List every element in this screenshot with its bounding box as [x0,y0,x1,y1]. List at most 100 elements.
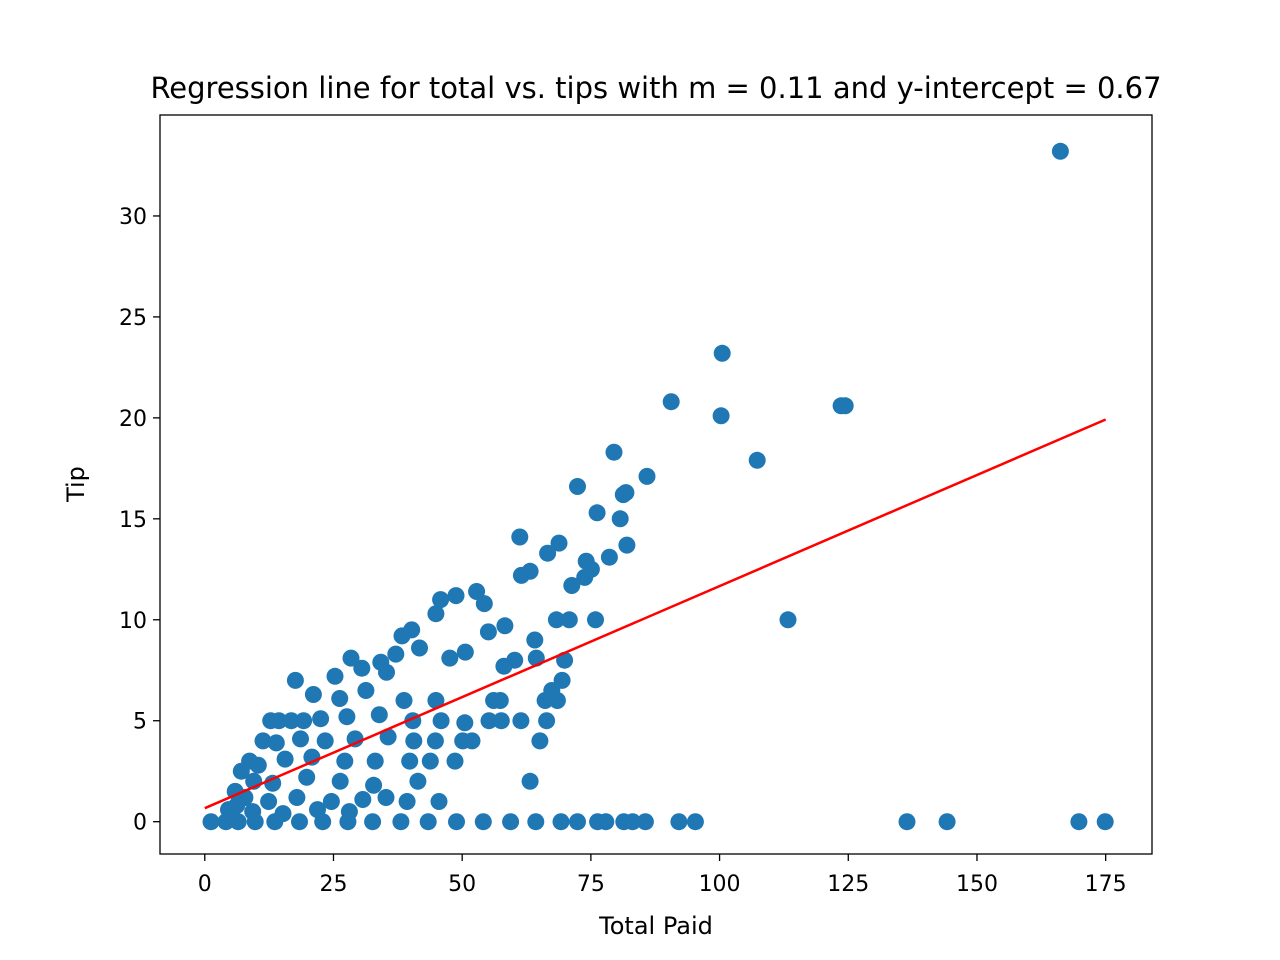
data-point [713,344,731,362]
data-point [638,467,656,485]
data-point [366,752,384,770]
data-point [548,692,566,709]
x-axis-label: Total Paid [598,912,713,940]
data-point [232,762,250,780]
data-point [526,631,544,649]
data-point [304,686,322,703]
data-point [276,750,294,768]
data-point [468,583,486,600]
data-point [228,797,246,814]
data-point [353,659,371,677]
data-point [292,730,309,748]
x-tick-label: 25 [319,872,347,897]
data-point [605,443,623,461]
data-point [286,671,304,689]
data-point [229,813,247,831]
data-point [748,451,766,469]
y-tick-label: 0 [133,811,147,836]
data-point [370,706,388,724]
data-point [480,712,498,730]
data-point [295,712,313,730]
data-point [456,714,474,732]
data-point [550,534,568,552]
data-point [474,813,492,831]
x-tick-label: 75 [577,872,605,897]
data-point [202,813,220,831]
data-point [446,752,464,770]
data-point [405,732,423,750]
data-point [587,611,604,629]
data-point [938,813,956,831]
data-point [1070,813,1088,831]
data-point [521,562,539,580]
data-point [588,504,606,522]
data-point [270,712,288,730]
data-point [552,813,570,831]
y-tick-label: 10 [119,609,147,634]
scatter-points [202,142,1114,831]
data-point [427,692,445,709]
data-point [502,813,520,831]
data-point [448,813,465,831]
data-point [411,639,428,657]
data-point [377,789,395,806]
data-point [527,813,545,831]
data-point [521,772,539,790]
data-point [495,657,513,675]
y-tick-label: 5 [133,710,147,735]
regression-line [204,418,1107,810]
data-point [539,544,557,562]
data-point [342,649,360,667]
data-point [662,393,680,411]
x-tick-label: 150 [956,872,998,897]
data-point [836,397,854,415]
data-point [264,774,282,792]
data-point [569,813,586,831]
data-point [479,623,497,641]
y-axis-label: Tip [62,466,90,503]
data-point [365,776,383,794]
data-point [267,734,285,752]
data-point [614,486,632,504]
data-point [254,732,272,750]
data-point [624,813,642,831]
data-point [291,813,308,831]
data-point [298,768,316,786]
data-point [338,708,356,726]
data-point [326,667,344,685]
data-point [563,577,581,594]
data-point [463,732,481,750]
data-point [364,813,382,831]
data-point [538,712,556,730]
x-tick-label: 100 [699,872,741,897]
data-point [512,712,530,730]
chart-title: Regression line for total vs. tips with … [150,71,1161,105]
data-point [266,813,284,831]
data-point [395,692,413,709]
x-tick-label: 175 [1085,872,1127,897]
data-point [618,536,636,554]
data-point [432,591,450,609]
data-point [1051,142,1069,160]
data-point [475,595,493,613]
y-axis-ticks: 0 5 10 15 20 25 30 [119,205,160,836]
y-tick-label: 15 [119,508,147,533]
data-point [421,752,439,770]
data-point [331,690,349,707]
data-point [597,813,615,831]
data-point [392,813,410,831]
data-point [339,813,357,831]
data-point [432,712,450,730]
y-tick-label: 25 [119,306,147,331]
data-point [426,732,444,750]
data-point [531,732,549,750]
data-point [314,813,332,831]
y-tick-label: 20 [119,407,147,432]
data-point [712,407,730,425]
data-point [611,510,629,528]
data-point [636,813,654,831]
x-tick-label: 125 [827,872,869,897]
data-point [401,752,419,770]
data-point [582,560,600,578]
